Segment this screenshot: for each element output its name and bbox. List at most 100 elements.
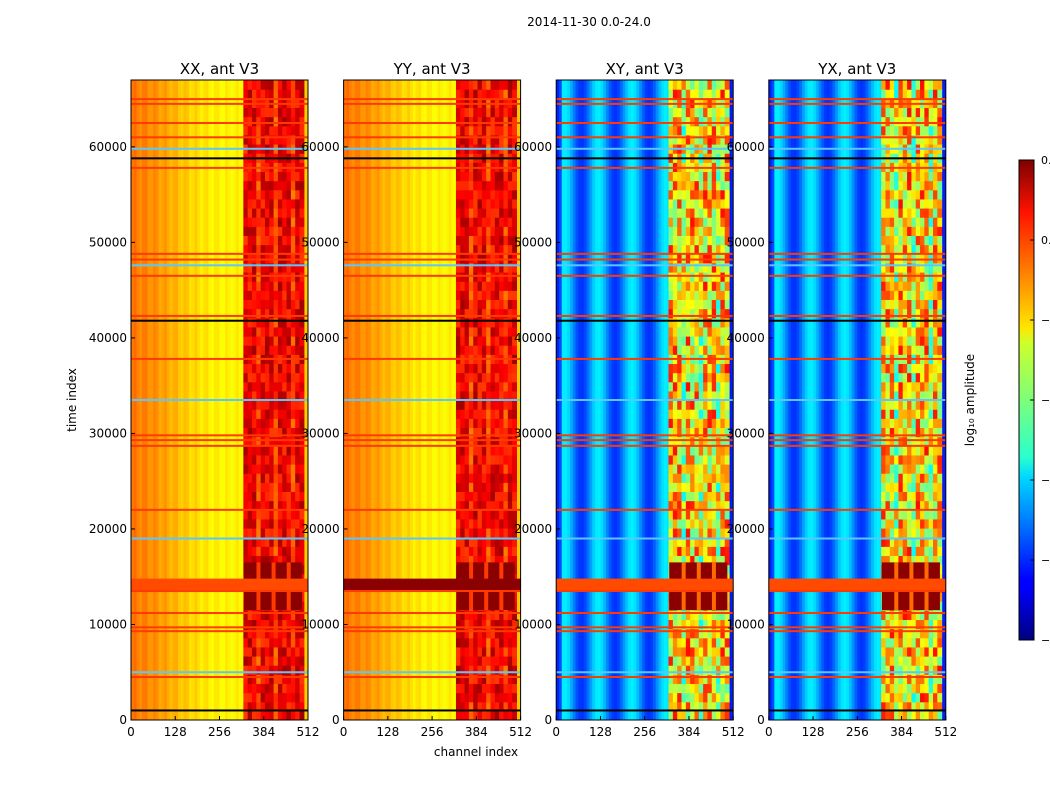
rfi-cell (698, 656, 704, 666)
rfi-cell (269, 198, 275, 209)
rfi-cell (247, 208, 253, 218)
rfi-cell (499, 628, 505, 639)
rfi-cell (724, 89, 730, 99)
rfi-cell (703, 308, 709, 319)
rfi-cell (672, 546, 678, 557)
rfi-cell (486, 400, 492, 410)
rfi-cell (260, 610, 266, 621)
rfi-cell (273, 116, 279, 127)
rfi-cell (494, 537, 500, 547)
rfi-cell (460, 528, 466, 538)
rfi-cell (273, 272, 279, 282)
rfi-cell (898, 235, 904, 246)
rfi-cell (490, 646, 496, 657)
rfi-cell (902, 518, 908, 529)
rfi-cell (707, 299, 713, 310)
rfi-cell (481, 308, 487, 319)
rfi-cell (243, 610, 249, 621)
rfi-cell (902, 656, 908, 666)
rfi-cell (672, 400, 678, 410)
rfi-cell (937, 262, 943, 273)
y-tick-label: 50000 (514, 235, 552, 249)
rfi-cell (503, 80, 509, 90)
rfi-cell (720, 308, 726, 319)
rfi-cell (685, 244, 691, 255)
rfi-cell (260, 555, 266, 566)
rfi-cell (690, 262, 696, 273)
rfi-cell (290, 226, 296, 237)
rfi-cell (672, 646, 678, 657)
rfi-cell (881, 409, 887, 419)
flag-line (131, 671, 308, 674)
rfi-cell (468, 710, 474, 720)
rfi-cell (681, 665, 687, 675)
rfi-cell (681, 436, 687, 447)
rfi-cell (694, 217, 700, 227)
rfi-cell (256, 226, 262, 237)
heatmap-panel-4: YX, ant V30 128 256 384 51201000020000300004… (727, 60, 958, 739)
rfi-cell (512, 317, 518, 328)
rfi-cell (711, 308, 717, 319)
rfi-cell (277, 244, 283, 255)
rfi-cell (707, 217, 713, 227)
rfi-cell (295, 473, 301, 483)
rfi-cell (928, 336, 934, 346)
rfi-cell (264, 674, 270, 685)
rfi-cell (668, 454, 674, 465)
rfi-cell (251, 345, 257, 355)
rfi-cell (468, 628, 474, 639)
rfi-cell (251, 464, 257, 474)
rfi-cell (668, 171, 674, 182)
flag-line (343, 166, 521, 169)
rfi-cell (290, 299, 296, 310)
rfi-cell (499, 198, 505, 209)
rfi-cell (264, 656, 270, 666)
rfi-cell (486, 326, 492, 337)
rfi-cell (716, 482, 722, 493)
rfi-cell (460, 125, 466, 136)
rfi-cell (902, 235, 908, 246)
rfi-cell (260, 674, 266, 685)
rfi-cell (243, 427, 249, 438)
rfi-cell (672, 345, 678, 355)
rfi-cell (889, 363, 895, 374)
rfi-cell (460, 226, 466, 237)
rfi-cell (911, 345, 917, 355)
rfi-cell (503, 445, 509, 456)
rfi-cell (881, 217, 887, 227)
rfi-cell (694, 628, 700, 639)
rfi-cell (937, 134, 943, 145)
rfi-cell (894, 363, 900, 374)
rfi-cell (703, 80, 709, 90)
rfi-cell (499, 464, 505, 474)
rfi-cell (720, 464, 726, 474)
rfi-cell (911, 610, 917, 621)
rfi-cell (464, 692, 470, 703)
rfi-cell (260, 125, 266, 136)
rfi-cell (481, 326, 487, 337)
rfi-cell (924, 372, 930, 383)
rfi-cell (468, 454, 474, 465)
rfi-cell (694, 244, 700, 255)
y-tick-label: 50000 (301, 235, 339, 249)
rfi-cell (668, 217, 674, 227)
rfi-cell (690, 409, 696, 419)
rfi-cell (282, 134, 288, 145)
rfi-cell (694, 710, 700, 720)
rfi-cell (486, 345, 492, 355)
rfi-cell (690, 546, 696, 557)
rfi-cell (269, 345, 275, 355)
rfi-cell (920, 509, 925, 520)
rfi-cell (503, 656, 509, 666)
rfi-cell (247, 619, 253, 630)
rfi-cell (881, 436, 887, 447)
flag-line (131, 157, 308, 160)
rfi-cell (915, 189, 921, 200)
rfi-cell (915, 89, 921, 99)
rfi-cell (499, 528, 505, 538)
rfi-cell (907, 555, 913, 566)
rfi-cell (486, 692, 492, 703)
rfi-cell (694, 336, 700, 346)
rfi-cell (503, 107, 509, 118)
rfi-cell (694, 683, 700, 694)
